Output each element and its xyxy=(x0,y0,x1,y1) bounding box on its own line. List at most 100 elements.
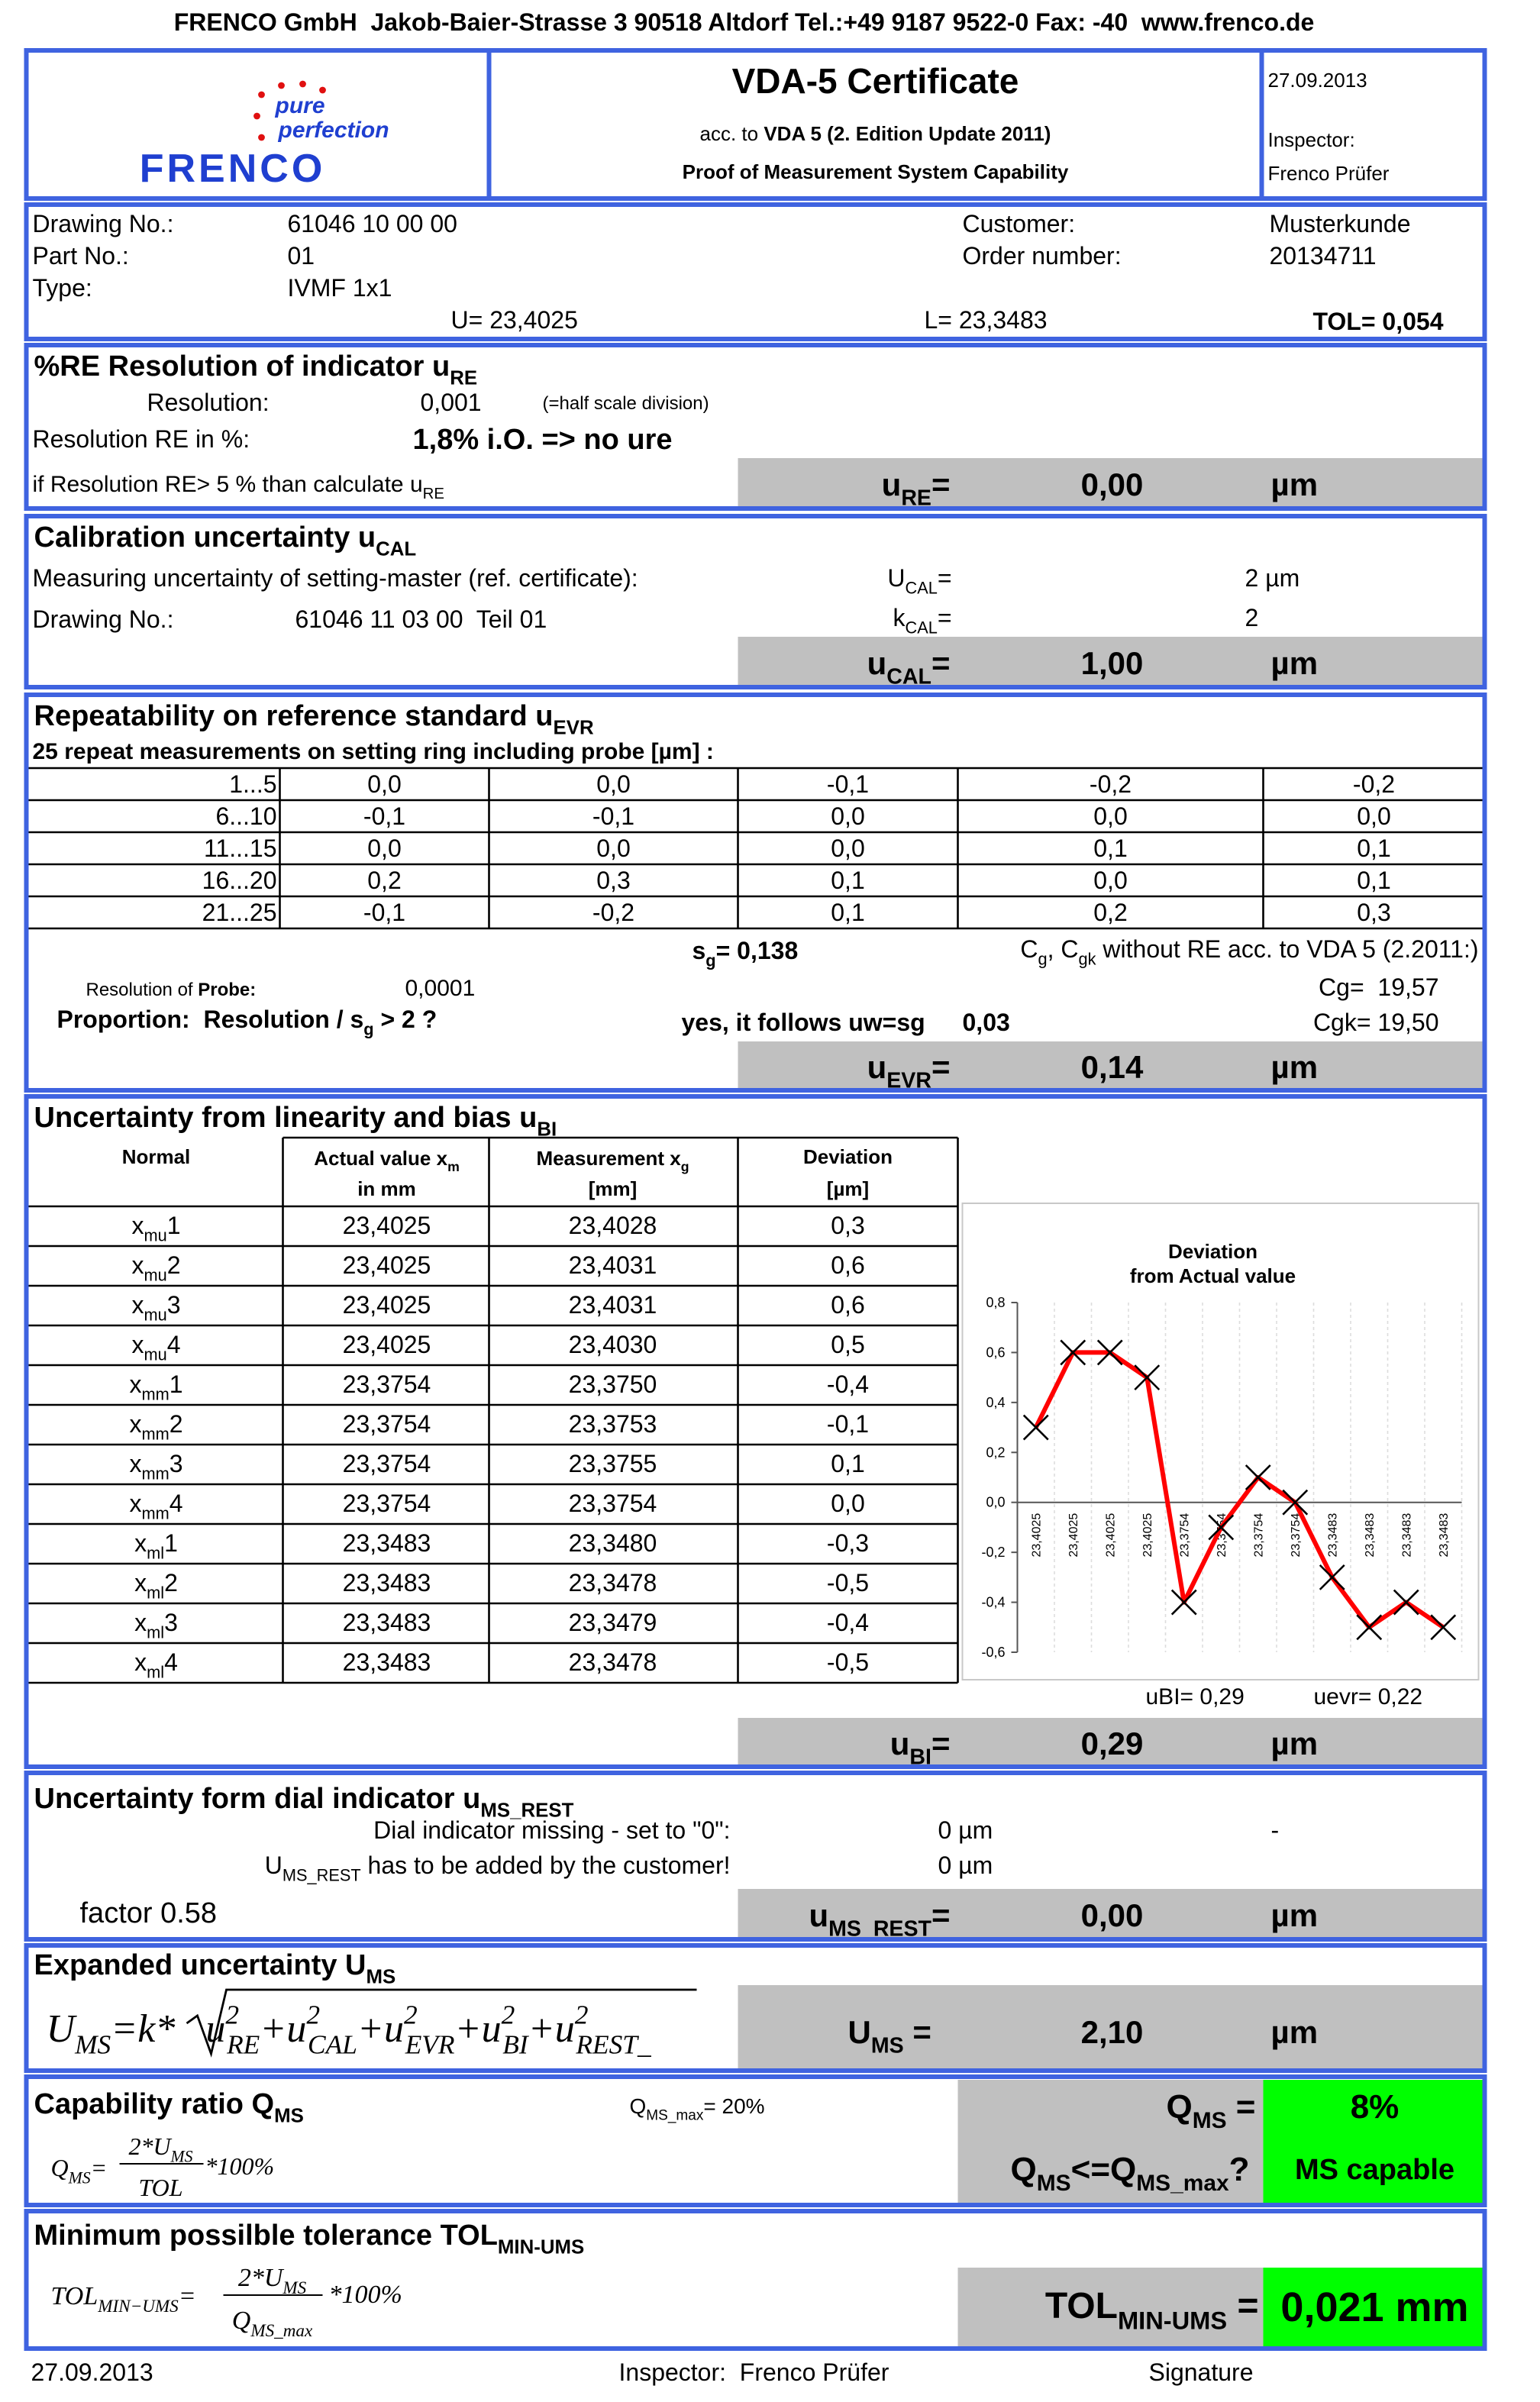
text-part: in mm xyxy=(357,1177,416,1200)
label: kCAL= xyxy=(893,604,952,638)
text-part: 0,6 xyxy=(831,1291,864,1319)
text-part: 3 xyxy=(169,1450,183,1477)
text-part: u xyxy=(286,2007,306,2051)
text-part: = xyxy=(931,1726,951,1761)
text-part: uBI= 0,29 xyxy=(1146,1684,1245,1709)
verdict-bar xyxy=(1263,2268,1485,2349)
y-tick-label: 0,4 xyxy=(986,1395,1005,1410)
text-part: 0,0 xyxy=(367,770,401,798)
text-part: m xyxy=(447,1159,460,1174)
text-part: x xyxy=(134,1569,147,1596)
text-part: = 20% xyxy=(703,2094,764,2118)
text-part: mu xyxy=(144,1306,166,1325)
data-marker xyxy=(1022,1414,1049,1441)
section-title: Minimum possilble tolerance TOLMIN-UMS xyxy=(34,2220,585,2258)
text-part: pure xyxy=(275,93,325,118)
text-part: 3 xyxy=(167,1291,181,1319)
text-part: 0,3 xyxy=(831,1212,864,1239)
text-part: 0,0 xyxy=(1093,867,1127,894)
table-cell: 23,3750 xyxy=(569,1370,657,1398)
text-part: k xyxy=(893,604,906,631)
result-bar xyxy=(738,1718,1485,1767)
data-marker xyxy=(1430,1614,1457,1641)
text-part: [µm] xyxy=(827,1177,869,1200)
text-part: 1,00 xyxy=(1081,645,1144,681)
text-part: MS_max xyxy=(250,2321,313,2341)
text-part: U= 23,4025 xyxy=(451,306,578,334)
text-part: MS_REST xyxy=(480,1800,573,1821)
label: 2*UMS xyxy=(238,2264,307,2298)
text-part: Resolution of xyxy=(86,980,199,1000)
text-part: MS xyxy=(170,2148,193,2166)
text-part: u xyxy=(890,1726,910,1761)
text-part: 1 xyxy=(169,1370,183,1398)
text-part: 2*U xyxy=(238,2264,285,2292)
text-part: , C xyxy=(1048,935,1079,963)
table-cell: 11...15 xyxy=(204,835,276,862)
result-unit: µm xyxy=(1271,467,1319,502)
part-field: 20134711 xyxy=(1270,242,1377,270)
text-part: 23,3755 xyxy=(569,1450,657,1477)
label: 25 repeat measurements on setting ring i… xyxy=(33,739,714,764)
label: Proportion: Resolution / sg > 2 ? xyxy=(57,1006,437,1039)
formula: UMS=k* u2 RE+u2 CAL+u2 EVR+u2 BI+u2 REST_ xyxy=(47,2000,651,2060)
label: QMS<=QMS_max? xyxy=(1011,2151,1250,2196)
text-part: = xyxy=(931,1049,951,1085)
part-field: Part No.: xyxy=(33,242,129,270)
text-part: 0,001 xyxy=(421,389,482,416)
section-frame xyxy=(24,2074,1487,2207)
text-part: x xyxy=(134,1529,147,1557)
text-part: x xyxy=(131,1251,144,1279)
text-part: if Resolution RE> 5 % than calculate u xyxy=(33,472,423,497)
logo-star xyxy=(258,91,265,98)
y-tick-label: -0,2 xyxy=(981,1545,1005,1560)
label: *100% xyxy=(329,2281,402,2309)
text-part: mm xyxy=(141,1504,169,1523)
text-part: -0,1 xyxy=(827,1410,869,1438)
text-part: 2 xyxy=(1245,604,1259,631)
text-part: + xyxy=(357,2007,384,2051)
label: UMS = xyxy=(848,2014,931,2058)
text-part: 0,29 xyxy=(1081,1726,1144,1761)
result-bar xyxy=(738,637,1485,687)
label: QMS_max xyxy=(232,2307,313,2341)
table-cell: 23,3755 xyxy=(569,1450,657,1477)
text-part: 0,2 xyxy=(1093,899,1127,926)
text-part: = xyxy=(91,2154,108,2181)
text-part: 23,4025 xyxy=(343,1251,431,1279)
text-part: + xyxy=(260,2007,286,2051)
text-part: Signature xyxy=(1149,2358,1254,2386)
label: Cgk= 19,50 xyxy=(1313,1009,1439,1036)
text-part: -0,2 xyxy=(1090,770,1132,798)
x-tick-label: 23,3483 xyxy=(1401,1513,1414,1558)
text-part: 23,4030 xyxy=(569,1331,657,1358)
text-part: 0,1 xyxy=(1093,835,1127,862)
table-cell: 0,1 xyxy=(1093,835,1127,862)
text-part: =k* xyxy=(111,2007,175,2051)
text-part: <=Q xyxy=(1071,2151,1137,2188)
label: factor 0.58 xyxy=(80,1897,218,1929)
table-cell: xmu3 xyxy=(131,1291,180,1325)
text-part: 0,0 xyxy=(831,835,864,862)
text-part: acc. to xyxy=(700,122,764,145)
text-part: g xyxy=(363,1020,373,1039)
table-cell: -0,4 xyxy=(827,1370,869,1398)
label: 2 xyxy=(1245,604,1259,631)
text-part: Customer: xyxy=(963,210,1076,237)
label: Cg, Cgk without RE acc. to VDA 5 (2.2011… xyxy=(1020,935,1478,969)
section-frame xyxy=(24,1771,1487,1942)
table-cell: 0,1 xyxy=(831,899,864,926)
label: Signature xyxy=(1149,2358,1254,2386)
table-cell: 0,6 xyxy=(831,1291,864,1319)
text-part: MIN−UMS xyxy=(97,2297,179,2316)
label: if Resolution RE> 5 % than calculate uRE xyxy=(33,472,444,502)
table-cell: 0,0 xyxy=(596,835,630,862)
text-part: g xyxy=(681,1159,689,1174)
text-part: 0,0 xyxy=(596,770,630,798)
text-part: BI xyxy=(502,2029,530,2060)
text-part: U xyxy=(848,2014,871,2050)
text-part: 1,8% i.O. => no ure xyxy=(413,424,673,456)
result-bar xyxy=(957,2268,1264,2349)
text-part: from Actual value xyxy=(1130,1264,1296,1287)
